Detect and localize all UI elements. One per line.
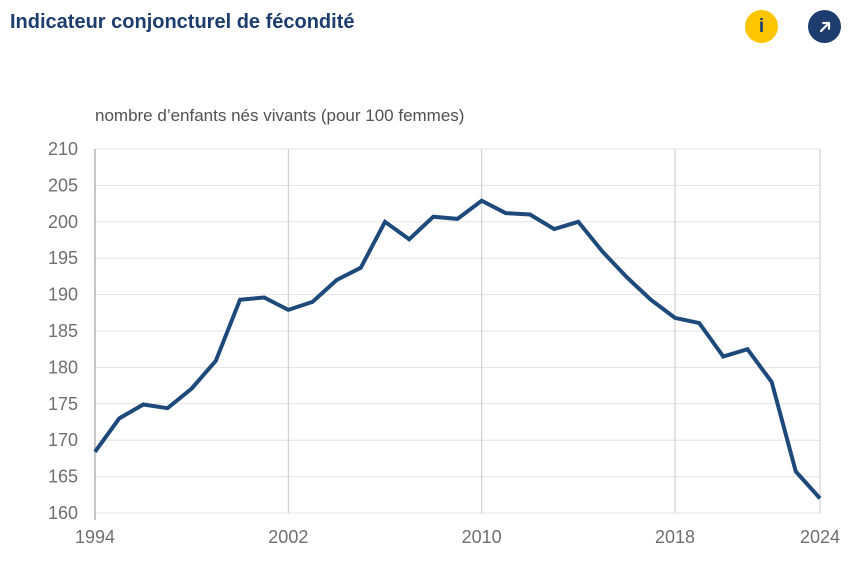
info-icon: i <box>758 16 765 37</box>
y-axis-tick-label: 205 <box>48 175 78 195</box>
y-axis-tick-label: 200 <box>48 212 78 232</box>
page-title: Indicateur conjoncturel de fécondité <box>10 11 355 33</box>
y-axis-tick-label: 185 <box>48 321 78 341</box>
y-axis-tick-label: 180 <box>48 357 78 377</box>
y-axis-tick-label: 160 <box>48 503 78 523</box>
y-axis-tick-label: 210 <box>48 139 78 159</box>
x-axis-tick-label: 2002 <box>268 527 308 547</box>
y-axis-tick-label: 190 <box>48 285 78 305</box>
arrow-up-right-icon <box>819 21 830 32</box>
y-axis-tick-label: 165 <box>48 467 78 487</box>
info-button[interactable]: i <box>745 10 778 43</box>
x-axis-tick-label: 1994 <box>75 527 115 547</box>
y-axis-tick-label: 170 <box>48 430 78 450</box>
open-external-button[interactable] <box>808 10 841 43</box>
x-axis-tick-label: 2010 <box>462 527 502 547</box>
fertility-rate-line <box>93 198 822 500</box>
x-axis-tick-label: 2024 <box>800 527 840 547</box>
chart-y-axis-caption: nombre d’enfants nés vivants (pour 100 f… <box>95 106 465 125</box>
y-axis-tick-label: 175 <box>48 394 78 414</box>
y-axis-tick-label: 195 <box>48 248 78 268</box>
x-axis-tick-label: 2018 <box>655 527 695 547</box>
